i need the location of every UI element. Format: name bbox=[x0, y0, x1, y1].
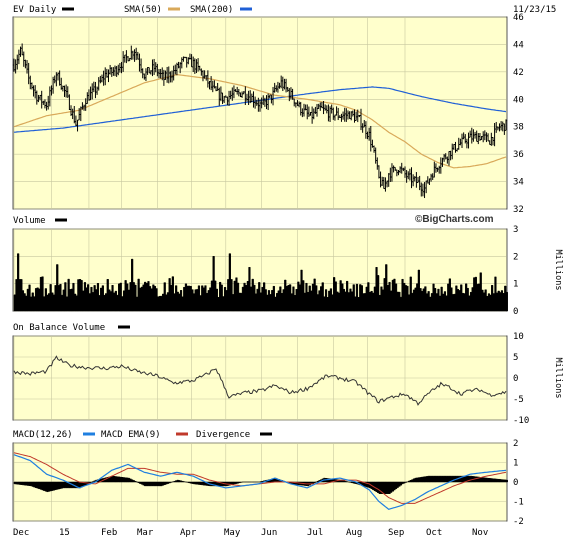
price-header: EV Daily SMA(50) SMA(200) 11/23/15 bbox=[13, 5, 556, 15]
obv-line bbox=[13, 355, 507, 406]
x-tick-label: Jul bbox=[307, 528, 323, 538]
obv-unit-label: Millions bbox=[553, 358, 563, 399]
x-tick-label: Nov bbox=[472, 528, 488, 538]
macd-header: MACD(12,26) MACD EMA(9) Divergence bbox=[13, 430, 272, 440]
sma50-legend-label: SMA(50) bbox=[124, 5, 162, 15]
divergence-legend-label: Divergence bbox=[196, 430, 250, 440]
y-tick-label: 44 bbox=[513, 40, 524, 50]
x-tick-label: Mar bbox=[137, 528, 154, 538]
x-tick-label: Sep bbox=[388, 528, 404, 538]
y-tick-label: 0 bbox=[513, 374, 518, 384]
x-tick-label: Dec bbox=[13, 528, 29, 538]
y-tick-label: 46 bbox=[513, 13, 524, 23]
y-tick-label: 32 bbox=[513, 205, 524, 215]
volume-header: Volume bbox=[13, 216, 67, 226]
bigcharts-brand: ©BigCharts.com bbox=[415, 214, 494, 225]
y-tick-label: 1 bbox=[513, 280, 518, 290]
price-y-axis: 46 44 42 40 38 36 34 32 bbox=[513, 13, 524, 215]
y-tick-label: 3 bbox=[513, 225, 518, 235]
x-tick-label: 15 bbox=[59, 528, 70, 538]
price-bars bbox=[12, 43, 508, 199]
y-tick-label: 2 bbox=[513, 439, 518, 449]
ticker-label: EV Daily bbox=[13, 5, 57, 15]
macd-y-axis: 2 1 0 -1 -2 bbox=[513, 439, 524, 527]
obv-grid bbox=[13, 335, 506, 421]
x-tick-label: Aug bbox=[346, 528, 362, 538]
y-tick-label: 36 bbox=[513, 150, 524, 160]
y-tick-label: 34 bbox=[513, 178, 524, 188]
x-tick-label: Jun bbox=[261, 528, 277, 538]
volume-unit-label: Millions bbox=[553, 250, 563, 291]
sma200-legend-label: SMA(200) bbox=[190, 5, 233, 15]
volume-bars bbox=[13, 253, 508, 312]
obv-title: On Balance Volume bbox=[13, 323, 105, 333]
obv-header: On Balance Volume bbox=[13, 323, 130, 333]
y-tick-label: 5 bbox=[513, 353, 518, 363]
x-tick-label: Oct bbox=[426, 528, 442, 538]
y-tick-label: 1 bbox=[513, 459, 518, 469]
x-axis-labels: Dec 15 Feb Mar Apr May Jun Jul Aug Sep Oct Nov bbox=[13, 528, 488, 538]
y-tick-label: 42 bbox=[513, 68, 524, 78]
y-tick-label: 2 bbox=[513, 252, 518, 262]
obv-y-axis: 10 5 0 -5 -10 bbox=[513, 332, 529, 426]
chart-date: 11/23/15 bbox=[513, 5, 556, 15]
y-tick-label: 10 bbox=[513, 332, 524, 342]
sma50-line bbox=[13, 73, 507, 169]
volume-y-axis: 3 2 1 0 bbox=[513, 225, 518, 317]
volume-title: Volume bbox=[13, 216, 46, 226]
macd-ema-legend-label: MACD EMA(9) bbox=[101, 430, 161, 440]
y-tick-label: -5 bbox=[513, 395, 524, 405]
macd-line bbox=[13, 454, 507, 510]
x-tick-label: May bbox=[224, 528, 241, 538]
y-tick-label: 0 bbox=[513, 478, 518, 488]
price-panel bbox=[12, 16, 508, 210]
price-grid bbox=[13, 16, 506, 210]
macd-legend-label: MACD(12,26) bbox=[13, 430, 73, 440]
y-tick-label: 38 bbox=[513, 123, 524, 133]
y-tick-label: -1 bbox=[513, 498, 524, 508]
y-tick-label: -2 bbox=[513, 517, 524, 527]
y-tick-label: 0 bbox=[513, 307, 518, 317]
y-tick-label: 40 bbox=[513, 95, 524, 105]
x-tick-label: Apr bbox=[180, 528, 197, 538]
y-tick-label: -10 bbox=[513, 416, 529, 426]
x-tick-label: Feb bbox=[101, 528, 117, 538]
